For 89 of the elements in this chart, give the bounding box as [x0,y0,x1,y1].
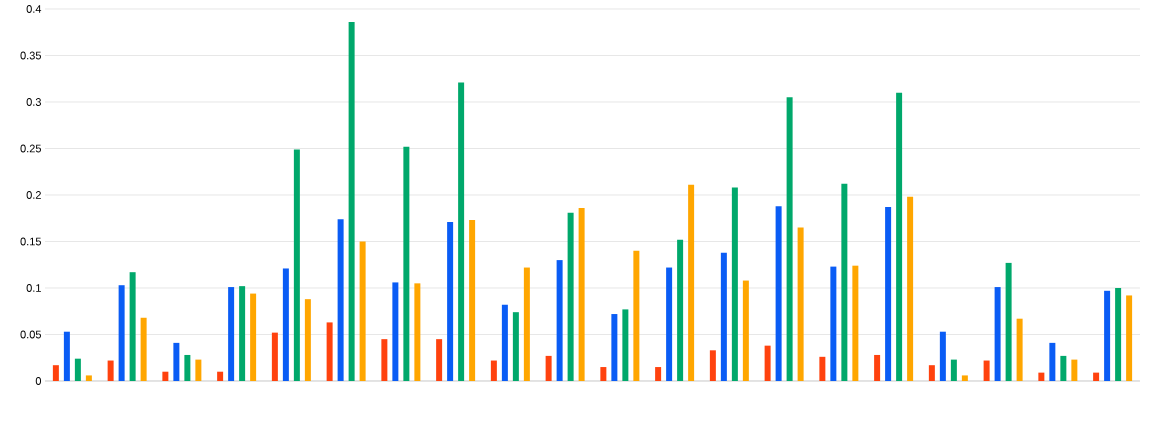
bar [458,82,465,381]
bar [874,354,881,381]
bar [1038,372,1045,381]
bar [184,354,191,381]
bar [655,367,662,381]
bar [228,287,235,381]
bar [567,212,574,381]
bar [1104,290,1111,381]
bar [677,239,684,381]
bar [907,196,914,381]
bar [928,365,935,381]
bar [337,219,344,381]
bar [666,267,673,381]
bar [994,287,1001,381]
bar [195,359,202,381]
bar [950,359,957,381]
y-tick-label: 0.2 [26,191,41,199]
bar [819,356,826,381]
bar [173,342,180,381]
bar [545,355,552,381]
bar [250,293,257,381]
bar [556,260,563,381]
bar [1060,355,1067,381]
bar [129,272,136,381]
y-tick-label: 0.3 [26,98,41,106]
y-tick-label: 0.25 [20,144,41,153]
bar [74,358,81,381]
bar [501,304,508,381]
bar [742,280,749,381]
bar [63,331,70,381]
bar [392,282,399,381]
bar [1126,295,1133,381]
bar [469,220,476,381]
y-tick-label: 0.05 [20,330,41,339]
bar [578,208,585,381]
bar [775,206,782,381]
bar [490,360,497,381]
bar [52,365,59,381]
bar [600,367,607,381]
bar [436,339,443,381]
y-tick-label: 0.15 [20,237,41,246]
bar [709,350,716,381]
bar [414,283,421,381]
y-tick-label: 0 [35,377,42,385]
bar [359,241,366,381]
bar [403,146,410,381]
bar [271,332,278,381]
bar [1049,342,1056,381]
bar [786,97,793,381]
bar [896,92,903,381]
bar [162,371,169,381]
bar [1093,372,1100,381]
bar [217,371,224,381]
bar [852,265,859,381]
bar [983,360,990,381]
bar [1016,318,1023,381]
bar [1005,262,1012,381]
bar [118,285,125,381]
bar [720,252,727,381]
bar [523,267,530,381]
bar [688,184,695,381]
bar [326,322,333,381]
bar [447,221,454,381]
bar [797,227,804,381]
bar [939,331,946,381]
bar [830,266,837,381]
bar [622,309,629,381]
bar [1071,359,1078,381]
bar [348,22,355,381]
bar [282,268,289,381]
bar [293,149,300,381]
bar [611,314,618,381]
bar [239,286,246,381]
bar [512,312,519,381]
bar [85,375,92,381]
bar [885,207,892,381]
y-tick-label: 0.1 [26,284,41,292]
bar [633,250,640,381]
bar [841,183,848,381]
bar [1115,288,1122,381]
bar [140,317,147,381]
y-tick-label: 0.4 [26,5,42,13]
bar [764,345,771,381]
bar [381,339,388,381]
y-tick-label: 0.35 [20,51,41,60]
bar [107,360,114,381]
bar [304,299,311,381]
bar [731,187,738,381]
bar [961,375,968,381]
